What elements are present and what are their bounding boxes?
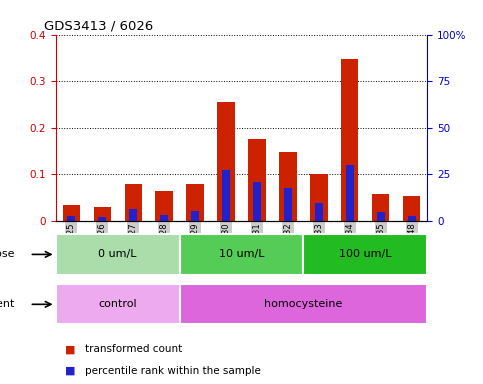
Text: 10 um/L: 10 um/L (219, 249, 264, 260)
Bar (125, 184, 142, 221)
Bar (67, 216, 75, 221)
Bar (62, 205, 80, 221)
Bar (156, 190, 172, 221)
Text: ■: ■ (65, 366, 76, 376)
Bar (311, 174, 327, 221)
Bar (341, 59, 358, 221)
Bar (180, 284, 427, 324)
Bar (94, 207, 111, 221)
Bar (372, 194, 389, 221)
Text: homocysteine: homocysteine (264, 299, 342, 310)
Bar (129, 209, 137, 221)
Text: percentile rank within the sample: percentile rank within the sample (85, 366, 260, 376)
Bar (403, 196, 421, 221)
Text: control: control (98, 299, 137, 310)
Bar (180, 234, 303, 275)
Bar (56, 234, 180, 275)
Bar (303, 234, 427, 275)
Bar (315, 203, 323, 221)
Bar (186, 184, 203, 221)
Bar (346, 165, 354, 221)
Bar (217, 102, 235, 221)
Text: agent: agent (0, 299, 14, 310)
Text: dose: dose (0, 249, 14, 260)
Bar (191, 212, 199, 221)
Text: GDS3413 / 6026: GDS3413 / 6026 (44, 19, 154, 32)
Bar (98, 217, 106, 221)
Bar (248, 139, 266, 221)
Bar (280, 152, 297, 221)
Bar (222, 170, 230, 221)
Text: 0 um/L: 0 um/L (98, 249, 137, 260)
Bar (253, 182, 261, 221)
Text: 100 um/L: 100 um/L (339, 249, 392, 260)
Bar (408, 216, 416, 221)
Text: ■: ■ (65, 344, 76, 354)
Bar (284, 188, 292, 221)
Bar (377, 212, 385, 221)
Bar (56, 284, 180, 324)
Text: transformed count: transformed count (85, 344, 182, 354)
Bar (160, 215, 168, 221)
